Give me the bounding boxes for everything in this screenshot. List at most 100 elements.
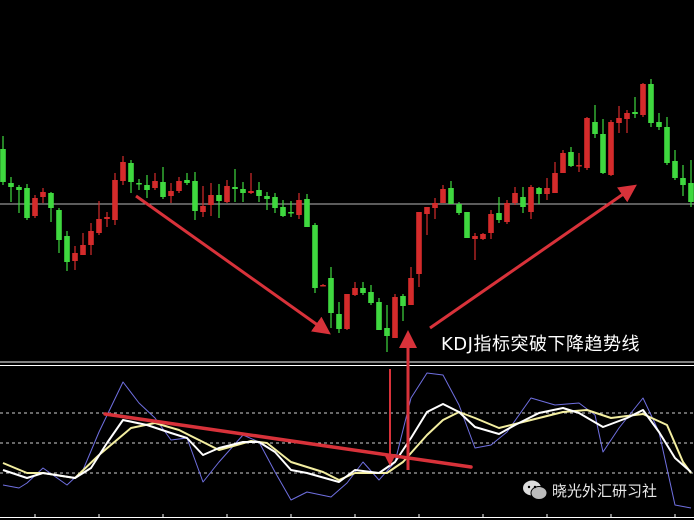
- watermark: 晓光外汇研习社: [522, 479, 657, 501]
- candle-body: [216, 195, 222, 201]
- candle: [656, 113, 662, 130]
- candle: [400, 294, 406, 321]
- candle-body: [528, 187, 534, 212]
- candle-body: [472, 236, 478, 239]
- candle-body: [184, 180, 190, 183]
- candle: [120, 156, 126, 185]
- candle-body: [248, 191, 254, 193]
- candle: [448, 181, 454, 204]
- candle-body: [576, 165, 582, 167]
- kdj-trendline: [103, 412, 473, 469]
- candle-body: [392, 297, 398, 338]
- candle-body: [168, 191, 174, 196]
- candle: [672, 150, 678, 180]
- candle: [664, 117, 670, 165]
- candle-body: [160, 182, 166, 197]
- candle: [368, 285, 374, 305]
- candle-body: [432, 203, 438, 208]
- candle: [160, 167, 166, 199]
- candle: [264, 192, 270, 210]
- candle-body: [232, 187, 238, 189]
- candle-body: [304, 199, 310, 227]
- candle: [224, 180, 230, 203]
- candle-body: [384, 328, 390, 336]
- candle: [184, 173, 190, 185]
- candle-body: [488, 214, 494, 233]
- candle-body: [672, 161, 678, 178]
- candle: [552, 162, 558, 193]
- candle-body: [568, 152, 574, 166]
- candle-body: [424, 207, 430, 214]
- candle: [256, 182, 262, 202]
- candle: [392, 294, 398, 338]
- candle: [480, 233, 486, 240]
- candle-body: [32, 198, 38, 216]
- candle: [320, 284, 326, 287]
- candle-body: [80, 245, 86, 255]
- candle-body: [376, 302, 382, 330]
- candle: [136, 179, 142, 190]
- candle-body: [352, 288, 358, 295]
- candle: [376, 298, 382, 330]
- candle-body: [192, 181, 198, 211]
- candle: [440, 185, 446, 203]
- candle-body: [464, 212, 470, 238]
- candle: [0, 136, 6, 185]
- candle-body: [344, 294, 350, 329]
- candle-body: [408, 278, 414, 305]
- kdj-D-line: [2, 409, 692, 481]
- candle: [632, 97, 638, 118]
- candle: [16, 185, 22, 213]
- candle-body: [664, 127, 670, 163]
- candle: [96, 201, 102, 235]
- candle: [520, 187, 526, 213]
- candle: [464, 212, 470, 238]
- candle-body: [56, 210, 62, 240]
- candle-body: [416, 212, 422, 274]
- candle-body: [592, 122, 598, 134]
- candle-body: [440, 189, 446, 203]
- candle-body: [328, 278, 334, 313]
- candle-body: [400, 296, 406, 306]
- candle: [288, 201, 294, 217]
- candle: [488, 210, 494, 239]
- candle: [24, 184, 30, 220]
- candle: [408, 267, 414, 305]
- candle: [424, 207, 430, 235]
- candle: [112, 173, 118, 225]
- candle: [248, 173, 254, 194]
- candle-body: [320, 285, 326, 287]
- candle: [272, 193, 278, 213]
- wechat-icon: [523, 480, 548, 500]
- candle-body: [312, 225, 318, 288]
- candle: [168, 183, 174, 203]
- candle: [88, 223, 94, 255]
- candle: [584, 117, 590, 170]
- watermark-text: 晓光外汇研习社: [552, 481, 658, 500]
- candle: [200, 186, 206, 217]
- candle: [208, 183, 214, 216]
- candle: [496, 197, 502, 223]
- candle: [680, 165, 686, 196]
- candle: [384, 305, 390, 352]
- candle-body: [144, 185, 150, 190]
- candle: [504, 200, 510, 224]
- candle: [608, 120, 614, 176]
- uptrend-arrow: [429, 184, 637, 330]
- candle: [304, 194, 310, 227]
- candle-body: [96, 219, 102, 233]
- candle-body: [176, 181, 182, 191]
- candle-body: [456, 204, 462, 213]
- candle: [240, 182, 246, 202]
- candle: [40, 188, 46, 203]
- candle: [104, 212, 110, 227]
- candle-body: [336, 314, 342, 329]
- downtrend-arrow: [135, 194, 331, 335]
- candle: [312, 223, 318, 293]
- candle-body: [608, 122, 614, 175]
- candle-body: [360, 288, 366, 293]
- candle: [48, 192, 54, 222]
- candle: [648, 79, 654, 127]
- candle-body: [120, 162, 126, 181]
